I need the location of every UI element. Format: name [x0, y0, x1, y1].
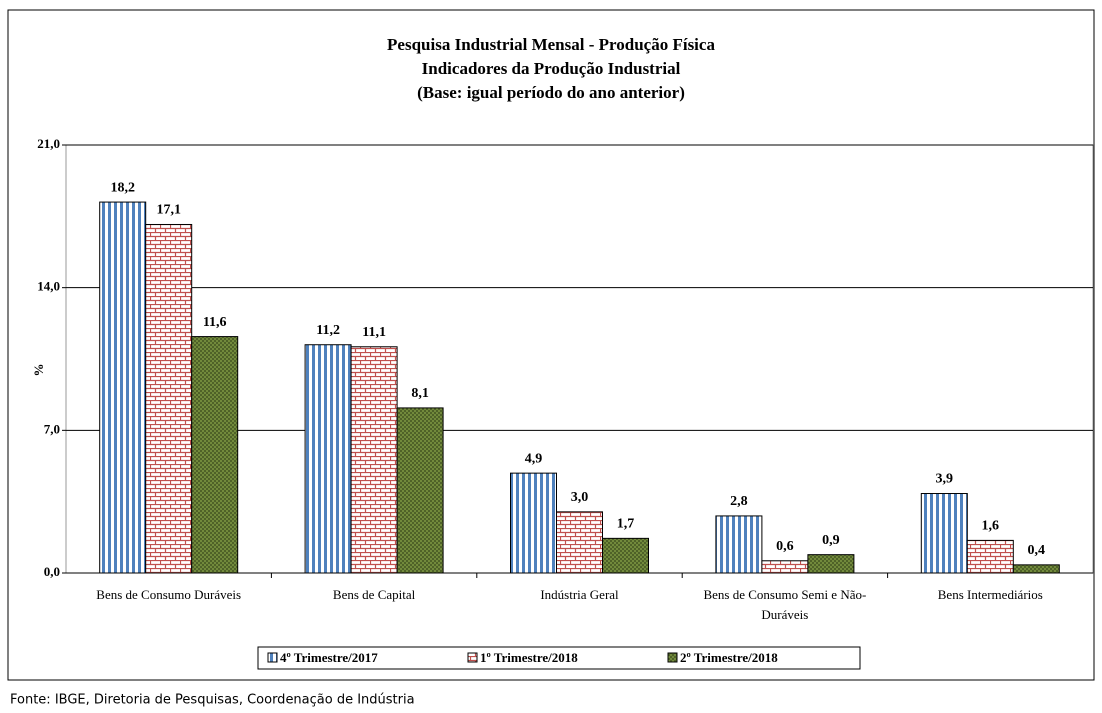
chart-title: Pesquisa Industrial Mensal - Produção Fí…	[387, 35, 715, 54]
bar	[510, 472, 557, 574]
value-label: 0,9	[822, 533, 840, 548]
bar	[715, 515, 763, 574]
source-note: Fonte: IBGE, Diretoria de Pesquisas, Coo…	[10, 693, 415, 708]
bar	[920, 493, 968, 574]
chart-title: (Base: igual período do ano anterior)	[417, 83, 685, 102]
x-tick-label: Bens de Consumo Semi e Não-Duráveis	[703, 587, 867, 622]
value-label: 18,2	[110, 180, 135, 195]
legend-label: 4º Trimestre/2017	[280, 650, 378, 665]
bar	[145, 223, 193, 574]
bar	[304, 344, 352, 574]
value-label: 11,2	[316, 323, 340, 338]
legend-swatch	[667, 652, 678, 663]
legend-swatch	[467, 652, 478, 663]
x-tick-label: Indústria Geral	[540, 587, 619, 602]
bar	[99, 201, 147, 574]
x-tick-label-box: Indústria Geral	[540, 587, 619, 602]
x-tick-label-box: Bens Intermediários	[937, 587, 1043, 602]
bar	[350, 346, 398, 574]
legend-box	[257, 646, 861, 670]
value-label: 3,9	[936, 472, 954, 487]
chart-title: Indicadores da Produção Industrial	[422, 59, 681, 78]
x-tick-label-box: Bens de Consumo Semi e Não-Duráveis	[703, 587, 867, 622]
bar	[966, 539, 1014, 574]
y-tick-label: 21,0	[37, 136, 60, 151]
bar	[191, 336, 239, 574]
value-label: 1,7	[617, 517, 635, 532]
value-label: 1,6	[982, 519, 1000, 534]
x-tick-label-box: Bens de Capital	[332, 587, 416, 602]
legend-label: 1º Trimestre/2018	[480, 650, 578, 665]
x-tick-label: Bens de Consumo Duráveis	[96, 587, 242, 602]
x-tick-label-box: Bens de Consumo Duráveis	[96, 587, 242, 602]
value-label: 17,1	[156, 203, 181, 218]
bar	[556, 511, 603, 574]
value-label: 0,4	[1028, 543, 1046, 558]
y-tick-label: 7,0	[44, 421, 60, 436]
value-label: 4,9	[525, 451, 543, 466]
value-label: 0,6	[776, 539, 794, 554]
value-label: 11,6	[203, 315, 227, 330]
bar	[761, 560, 809, 574]
value-label: 2,8	[730, 494, 748, 509]
y-axis-label: %	[31, 364, 46, 377]
bar	[396, 407, 444, 574]
x-tick-label: Bens Intermediários	[937, 587, 1043, 602]
legend-swatch	[267, 652, 278, 663]
x-tick-label: Bens de Capital	[332, 587, 416, 602]
y-tick-label: 0,0	[44, 564, 60, 579]
y-tick-label: 14,0	[37, 279, 60, 294]
value-label: 8,1	[411, 386, 429, 401]
bar	[1012, 564, 1060, 574]
value-label: 3,0	[571, 490, 589, 505]
bar	[602, 537, 649, 574]
legend-label: 2º Trimestre/2018	[680, 650, 778, 665]
value-label: 11,1	[362, 325, 386, 340]
bar	[807, 554, 855, 574]
